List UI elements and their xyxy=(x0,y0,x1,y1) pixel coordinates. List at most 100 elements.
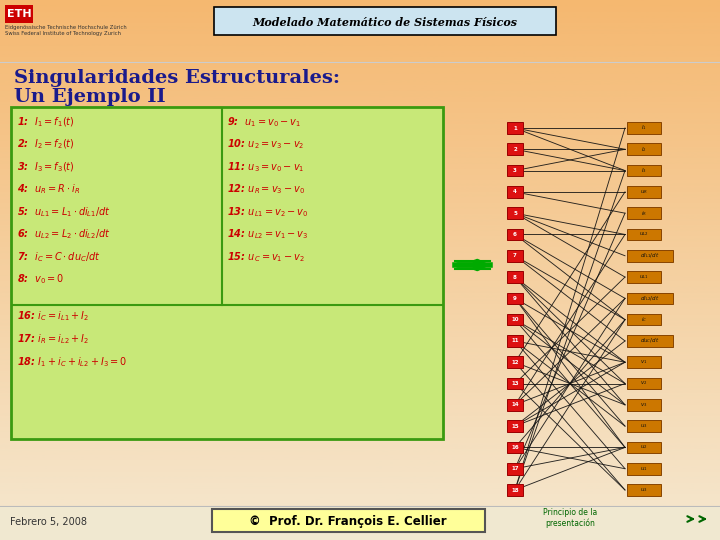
Text: 2:  $\mathit{I}_2 = f_2(t)$: 2: $\mathit{I}_2 = f_2(t)$ xyxy=(17,138,75,151)
Text: Eidgenössische Technische Hochschule Zürich: Eidgenössische Technische Hochschule Zür… xyxy=(5,25,127,30)
Text: 2: 2 xyxy=(513,147,517,152)
Text: 9: 9 xyxy=(513,296,517,301)
FancyBboxPatch shape xyxy=(507,314,523,326)
Text: $I_1$: $I_1$ xyxy=(641,124,647,132)
Text: 7:  $\mathit{i}_C = C \cdot du_C/dt$: 7: $\mathit{i}_C = C \cdot du_C/dt$ xyxy=(17,250,101,264)
Text: 11: 11 xyxy=(511,339,518,343)
Text: 16: $\mathit{i}_C = i_{L1} + I_2$: 16: $\mathit{i}_C = i_{L1} + I_2$ xyxy=(17,309,89,323)
Text: $u_R$: $u_R$ xyxy=(640,188,648,196)
FancyBboxPatch shape xyxy=(626,463,661,475)
FancyBboxPatch shape xyxy=(626,186,661,198)
Text: $v_2$: $v_2$ xyxy=(640,380,648,388)
Text: $v_3$: $v_3$ xyxy=(640,401,648,409)
FancyBboxPatch shape xyxy=(507,399,523,410)
Text: 5: 5 xyxy=(513,211,517,215)
Text: 4: 4 xyxy=(513,190,517,194)
Text: Swiss Federal Institute of Technology Zurich: Swiss Federal Institute of Technology Zu… xyxy=(5,31,121,37)
FancyBboxPatch shape xyxy=(626,250,673,261)
FancyBboxPatch shape xyxy=(507,356,523,368)
Text: 3: 3 xyxy=(513,168,517,173)
Text: $u_3$: $u_3$ xyxy=(640,486,648,494)
FancyBboxPatch shape xyxy=(626,165,661,177)
Text: 12: $\mathit{u}_R = v_3 - v_0$: 12: $\mathit{u}_R = v_3 - v_0$ xyxy=(227,183,305,197)
Text: 14: 14 xyxy=(511,402,519,407)
Text: 13: 13 xyxy=(511,381,519,386)
Text: $v_1$: $v_1$ xyxy=(640,358,648,366)
Text: 5:  $\mathit{u}_{L1} = L_1 \cdot di_{L1}/dt$: 5: $\mathit{u}_{L1} = L_1 \cdot di_{L1}/… xyxy=(17,205,111,219)
Text: 3:  $\mathit{I}_3 = f_3(t)$: 3: $\mathit{I}_3 = f_3(t)$ xyxy=(17,160,75,174)
Text: 1:  $\mathit{I}_1 = f_1(t)$: 1: $\mathit{I}_1 = f_1(t)$ xyxy=(17,115,75,129)
Text: 10: 10 xyxy=(511,317,518,322)
Text: $u_3$: $u_3$ xyxy=(640,422,648,430)
FancyBboxPatch shape xyxy=(507,144,523,155)
FancyBboxPatch shape xyxy=(507,377,523,389)
FancyBboxPatch shape xyxy=(626,314,661,326)
FancyBboxPatch shape xyxy=(507,420,523,432)
FancyBboxPatch shape xyxy=(507,228,523,240)
Text: 8:  $\mathit{v}_0 = 0$: 8: $\mathit{v}_0 = 0$ xyxy=(17,273,64,286)
Text: 10: $\mathit{u}_2 = v_3 - v_2$: 10: $\mathit{u}_2 = v_3 - v_2$ xyxy=(227,138,305,151)
FancyBboxPatch shape xyxy=(626,293,673,304)
FancyBboxPatch shape xyxy=(11,107,443,439)
FancyBboxPatch shape xyxy=(507,463,523,475)
Text: Un Ejemplo II: Un Ejemplo II xyxy=(14,88,166,106)
Text: $u_2$: $u_2$ xyxy=(640,443,648,451)
Text: $u_{L1}$: $u_{L1}$ xyxy=(639,273,649,281)
FancyBboxPatch shape xyxy=(507,484,523,496)
Text: Modelado Matemático de Sistemas Físicos: Modelado Matemático de Sistemas Físicos xyxy=(253,17,518,28)
Text: 12: 12 xyxy=(511,360,518,365)
FancyBboxPatch shape xyxy=(626,122,661,134)
Text: $di_{L2}/dt$: $di_{L2}/dt$ xyxy=(640,294,660,303)
FancyBboxPatch shape xyxy=(507,442,523,453)
FancyBboxPatch shape xyxy=(0,507,720,540)
Text: $di_{L1}/dt$: $di_{L1}/dt$ xyxy=(640,251,660,260)
Text: 1: 1 xyxy=(513,125,517,131)
Text: Singularidades Estructurales:: Singularidades Estructurales: xyxy=(14,69,340,87)
FancyBboxPatch shape xyxy=(507,122,523,134)
Text: ©  Prof. Dr. François E. Cellier: © Prof. Dr. François E. Cellier xyxy=(249,515,447,528)
FancyBboxPatch shape xyxy=(507,293,523,304)
FancyBboxPatch shape xyxy=(626,335,673,347)
Text: $I_2$: $I_2$ xyxy=(641,145,647,154)
FancyBboxPatch shape xyxy=(626,420,661,432)
FancyBboxPatch shape xyxy=(626,399,661,410)
FancyBboxPatch shape xyxy=(507,250,523,261)
FancyBboxPatch shape xyxy=(5,5,33,23)
Text: 6:  $\mathit{u}_{L2} = L_2 \cdot di_{L2}/dt$: 6: $\mathit{u}_{L2} = L_2 \cdot di_{L2}/… xyxy=(17,227,111,241)
Text: 7: 7 xyxy=(513,253,517,258)
Text: 15: 15 xyxy=(511,423,519,429)
Text: 15: $\mathit{u}_C = v_1 - v_2$: 15: $\mathit{u}_C = v_1 - v_2$ xyxy=(227,250,305,264)
Text: 14: $\mathit{u}_{L2} = v_1 - v_3$: 14: $\mathit{u}_{L2} = v_1 - v_3$ xyxy=(227,227,308,241)
Text: $i_R$: $i_R$ xyxy=(641,209,647,218)
Text: 16: 16 xyxy=(511,445,519,450)
FancyBboxPatch shape xyxy=(626,377,661,389)
Text: 6: 6 xyxy=(513,232,517,237)
FancyBboxPatch shape xyxy=(507,186,523,198)
FancyBboxPatch shape xyxy=(626,484,661,496)
Text: $du_C/dt$: $du_C/dt$ xyxy=(640,336,660,346)
FancyBboxPatch shape xyxy=(507,207,523,219)
FancyBboxPatch shape xyxy=(214,7,556,35)
FancyBboxPatch shape xyxy=(626,442,661,453)
Text: 11: $\mathit{u}_3 = v_0 - v_1$: 11: $\mathit{u}_3 = v_0 - v_1$ xyxy=(227,160,305,174)
FancyBboxPatch shape xyxy=(626,356,661,368)
Text: 13: $\mathit{u}_{L1} = v_2 - v_0$: 13: $\mathit{u}_{L1} = v_2 - v_0$ xyxy=(227,205,308,219)
FancyBboxPatch shape xyxy=(507,165,523,177)
Text: 4:  $\mathit{u}_R = R \cdot i_R$: 4: $\mathit{u}_R = R \cdot i_R$ xyxy=(17,183,80,197)
FancyBboxPatch shape xyxy=(626,144,661,155)
Text: 17: 17 xyxy=(511,466,519,471)
FancyBboxPatch shape xyxy=(626,271,661,283)
Text: $u_1$: $u_1$ xyxy=(640,465,648,472)
FancyBboxPatch shape xyxy=(212,509,485,531)
Text: 18: $I_1 + i_C + i_{L2} + I_3 = 0$: 18: $I_1 + i_C + i_{L2} + I_3 = 0$ xyxy=(17,355,127,369)
FancyBboxPatch shape xyxy=(507,335,523,347)
Text: 18: 18 xyxy=(511,488,519,492)
FancyBboxPatch shape xyxy=(626,207,661,219)
Text: $i_C$: $i_C$ xyxy=(641,315,647,324)
Text: 17: $\mathit{i}_R = i_{L2} + I_2$: 17: $\mathit{i}_R = i_{L2} + I_2$ xyxy=(17,332,89,346)
FancyBboxPatch shape xyxy=(507,271,523,283)
Text: Febrero 5, 2008: Febrero 5, 2008 xyxy=(10,517,87,527)
Text: ETH: ETH xyxy=(6,9,31,19)
Text: 9:  $\mathit{u}_1 = v_0 - v_1$: 9: $\mathit{u}_1 = v_0 - v_1$ xyxy=(227,115,301,129)
Text: 8: 8 xyxy=(513,274,517,280)
